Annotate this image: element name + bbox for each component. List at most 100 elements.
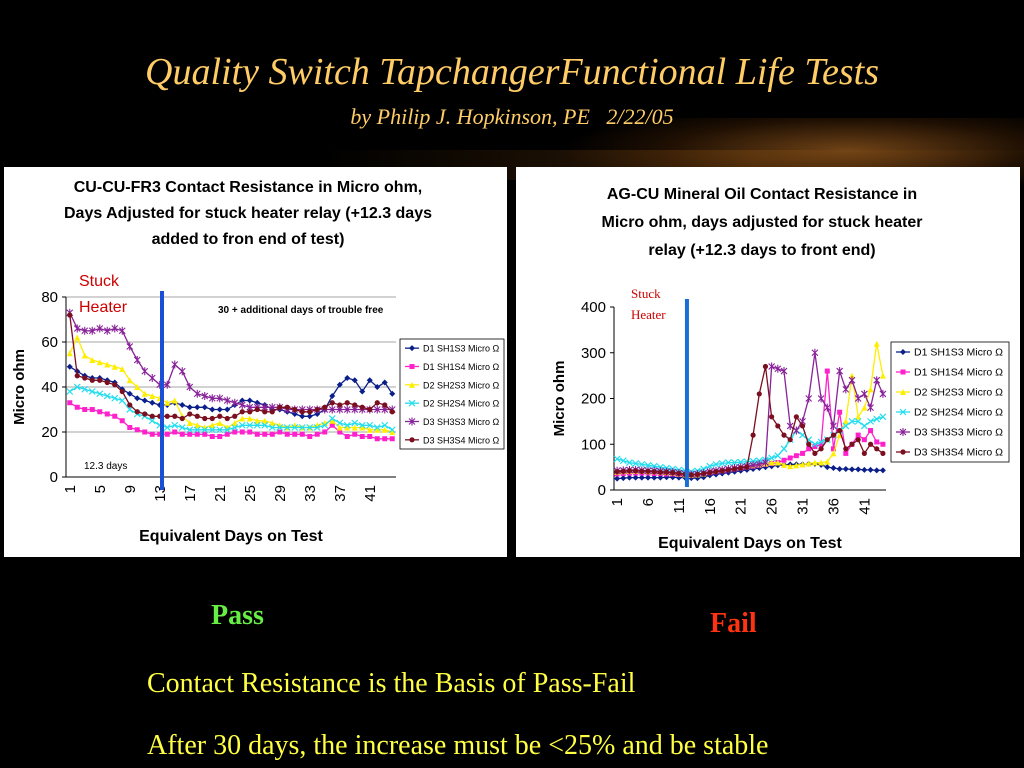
data-point xyxy=(187,411,193,417)
data-point xyxy=(283,424,291,431)
data-point xyxy=(209,406,216,413)
data-point xyxy=(843,450,849,456)
data-point xyxy=(194,422,201,429)
data-point xyxy=(713,469,719,475)
data-point xyxy=(749,461,757,470)
data-point xyxy=(842,385,850,394)
data-point xyxy=(756,391,762,397)
data-point xyxy=(164,431,170,437)
data-point xyxy=(837,409,843,415)
data-point xyxy=(817,394,825,403)
data-point xyxy=(208,426,216,434)
data-point xyxy=(328,415,336,422)
data-point xyxy=(328,405,336,414)
data-point xyxy=(104,411,110,417)
data-point xyxy=(314,406,320,413)
data-point xyxy=(688,472,694,478)
data-point xyxy=(762,458,769,467)
data-point xyxy=(172,429,178,435)
data-point xyxy=(849,372,855,379)
legend-marker xyxy=(900,369,906,375)
data-point xyxy=(148,417,156,425)
series-line xyxy=(69,386,393,431)
data-point xyxy=(873,376,881,385)
data-point xyxy=(179,431,185,437)
x-tick-label: 11 xyxy=(671,498,688,514)
legend-marker xyxy=(408,417,416,426)
data-point xyxy=(284,404,290,410)
data-point xyxy=(750,432,756,438)
data-point xyxy=(202,431,208,437)
data-point xyxy=(238,401,246,409)
x-tick-label: 26 xyxy=(764,498,781,515)
data-point xyxy=(66,363,73,370)
data-point xyxy=(663,469,670,475)
data-point xyxy=(261,417,268,424)
data-point xyxy=(824,368,830,374)
x-tick-label: 33 xyxy=(302,485,319,502)
data-point xyxy=(367,406,373,413)
data-point xyxy=(119,418,125,424)
data-point xyxy=(194,413,200,419)
data-point xyxy=(269,431,275,437)
data-point xyxy=(149,413,155,419)
data-point xyxy=(848,376,856,385)
data-point xyxy=(163,380,171,389)
data-point xyxy=(367,434,373,439)
data-point xyxy=(261,421,269,429)
legend-label: D2 SH2S4 Micro Ω xyxy=(423,399,500,409)
data-point xyxy=(768,362,776,371)
data-point xyxy=(201,404,208,411)
data-point xyxy=(336,424,343,431)
data-point xyxy=(82,407,88,412)
data-point xyxy=(171,360,179,369)
data-point xyxy=(127,402,133,408)
data-point xyxy=(216,394,224,403)
data-point xyxy=(187,431,193,437)
data-point xyxy=(216,406,223,413)
data-point xyxy=(638,460,646,468)
data-point xyxy=(787,463,794,470)
data-point xyxy=(817,438,825,446)
data-point xyxy=(712,460,720,468)
data-point xyxy=(855,432,861,438)
data-point xyxy=(178,367,186,376)
data-point xyxy=(842,418,849,425)
data-point xyxy=(262,409,268,415)
data-point xyxy=(262,431,268,437)
data-point xyxy=(657,474,664,481)
data-point xyxy=(855,413,862,420)
data-point xyxy=(811,348,819,357)
data-point xyxy=(186,426,194,434)
legend-marker xyxy=(899,428,907,436)
data-point xyxy=(314,411,321,417)
data-point xyxy=(366,377,373,384)
data-point xyxy=(171,397,178,404)
data-point xyxy=(313,424,321,431)
data-point xyxy=(299,409,305,415)
data-point xyxy=(638,474,645,481)
data-point xyxy=(141,397,148,404)
data-point xyxy=(854,394,862,403)
legend-marker xyxy=(409,437,415,443)
data-point xyxy=(67,400,73,406)
data-point xyxy=(868,428,874,434)
data-point xyxy=(837,427,843,434)
data-point xyxy=(867,466,874,473)
y-tick-label: 0 xyxy=(50,469,58,486)
data-point xyxy=(224,406,231,413)
data-point xyxy=(209,415,215,422)
data-point xyxy=(359,424,366,431)
data-point xyxy=(307,409,313,415)
data-point xyxy=(879,467,886,474)
data-point xyxy=(781,457,787,463)
data-point xyxy=(254,406,260,413)
data-point xyxy=(247,409,253,415)
data-point xyxy=(291,424,299,431)
data-point xyxy=(389,429,396,435)
data-point xyxy=(738,465,744,471)
data-point xyxy=(861,437,867,443)
data-point xyxy=(337,429,343,435)
data-point xyxy=(860,422,868,430)
legend-label: D1 SH1S3 Micro Ω xyxy=(423,344,500,354)
